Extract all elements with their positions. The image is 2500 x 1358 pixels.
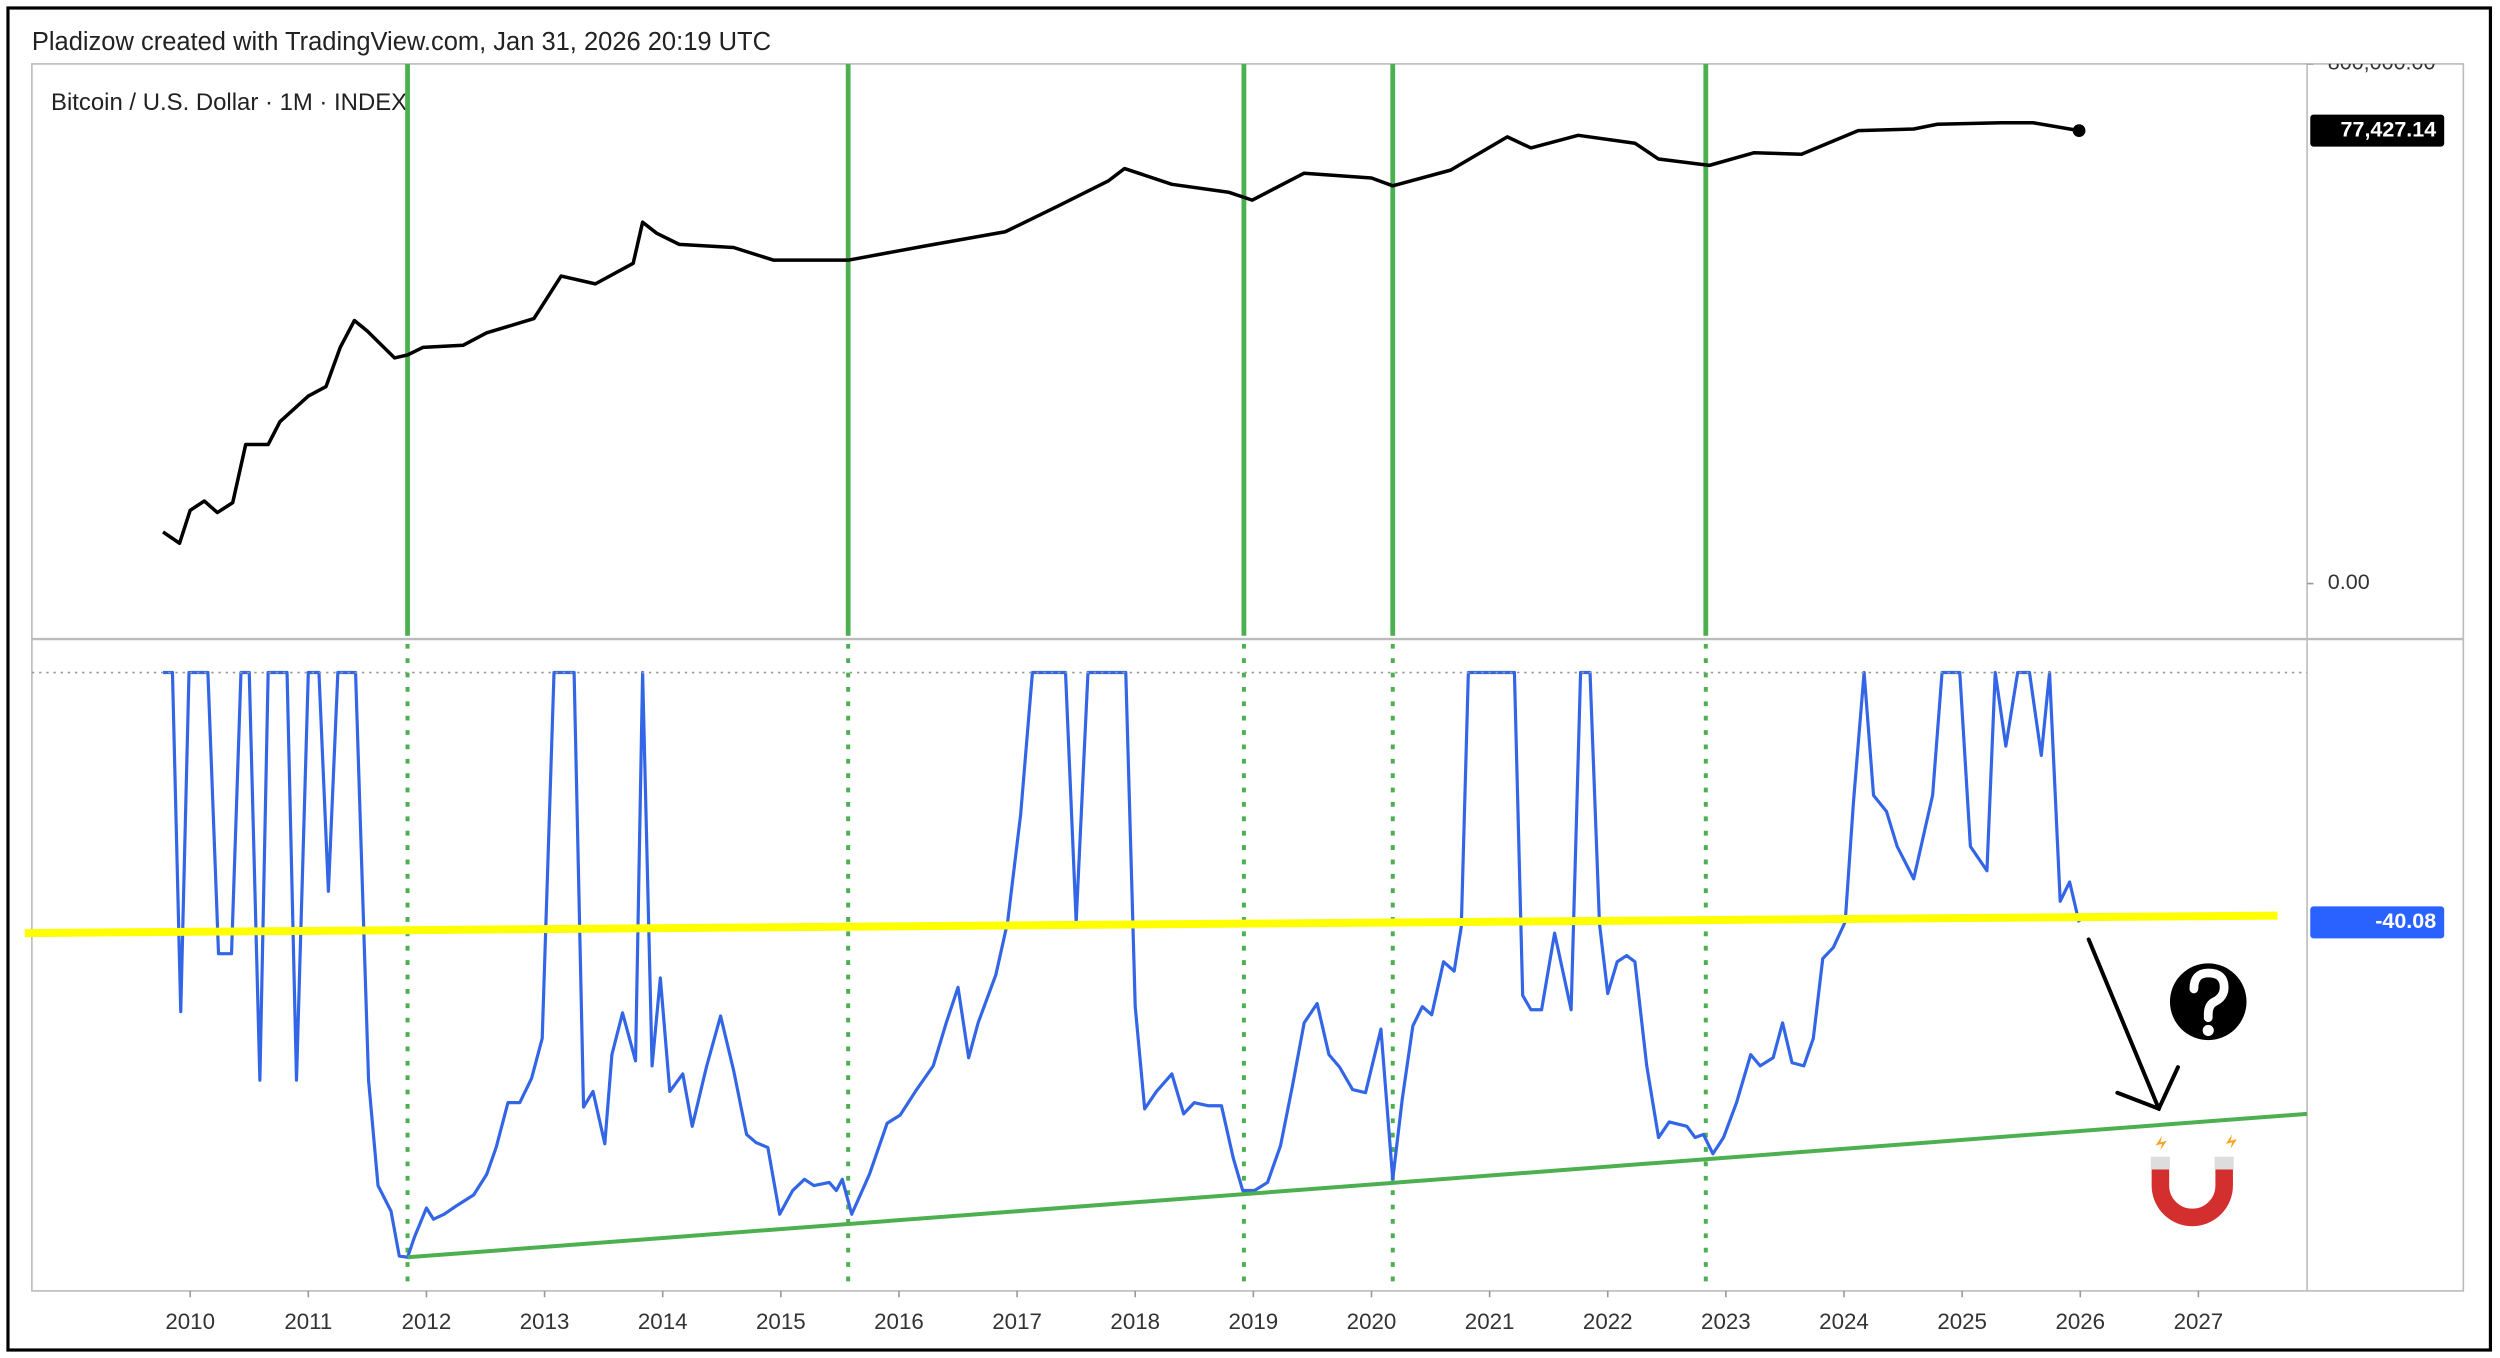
x-tick-label: 2024 [1819, 1309, 1869, 1334]
x-tick-label: 2022 [1583, 1309, 1633, 1334]
arrow-annotation [2086, 937, 2180, 1112]
x-tick-label: 2018 [1110, 1309, 1160, 1334]
y-axis: 800,000.00 0.00 [2307, 51, 2436, 594]
x-tick-label: 2015 [756, 1309, 806, 1334]
x-tick-label: 2020 [1347, 1309, 1397, 1334]
question-dot [2202, 1024, 2214, 1037]
x-tick-label: 2025 [1937, 1309, 1987, 1334]
outer-frame [6, 6, 2493, 1352]
x-tick-label: 2017 [992, 1309, 1042, 1334]
magnet-pole-right [2214, 1156, 2234, 1170]
x-tick-label: 2023 [1701, 1309, 1751, 1334]
x-tick-label: 2014 [638, 1309, 688, 1334]
legend: Bitcoin / U.S. Dollar · 1M · INDEX [51, 89, 407, 116]
x-tick-label: 2019 [1229, 1309, 1279, 1334]
x-tick-label: 2026 [2055, 1309, 2105, 1334]
x-tick-label: 2011 [284, 1309, 332, 1334]
last-value-box [2310, 114, 2445, 147]
pane: 800,000.00 0.00 77,427.14 [162, 51, 2445, 636]
question-glyph [2189, 968, 2229, 1023]
y-tick-label: 0.00 [2328, 570, 2370, 594]
magnet-icon [2150, 1134, 2237, 1227]
arrow-shaft [2086, 937, 2161, 1111]
level-line [24, 911, 2278, 938]
series-line [163, 670, 2081, 1259]
x-tick-label: 2012 [402, 1309, 452, 1334]
plot-frame [31, 63, 2465, 1292]
x-tick-label: 2027 [2174, 1309, 2224, 1334]
question-icon [2169, 963, 2247, 1041]
x-tick-label: 2010 [165, 1309, 215, 1334]
x-tick-label: 2013 [520, 1309, 570, 1334]
pane-plot [163, 643, 2081, 1291]
magnet-body [2151, 1166, 2233, 1227]
header: Pladizow created with TradingView.com, J… [32, 28, 771, 56]
last-value-label: -40.08 [2375, 909, 2436, 933]
y-tick-label: 800,000.00 [2328, 51, 2436, 75]
pane: 0.00-10.00-20.00-30.00-40.00-50.00-60.00… [24, 643, 2445, 1334]
layers: 800,000.00 0.00 77,427.14 0.00-10.00-20.00-… [24, 51, 2445, 1334]
last-value-label: 77,427.14 [2341, 117, 2437, 141]
x-tick-label: 2016 [874, 1309, 924, 1334]
x-tick-label: 2021 [1465, 1309, 1515, 1334]
trend-line [407, 1111, 2308, 1260]
arrow-head [2115, 1065, 2180, 1112]
last-point [2072, 124, 2086, 137]
magnet-pole-left [2150, 1156, 2170, 1170]
series-line [162, 120, 2080, 546]
pane-plot [162, 63, 2086, 636]
last-value-box [2310, 906, 2445, 939]
